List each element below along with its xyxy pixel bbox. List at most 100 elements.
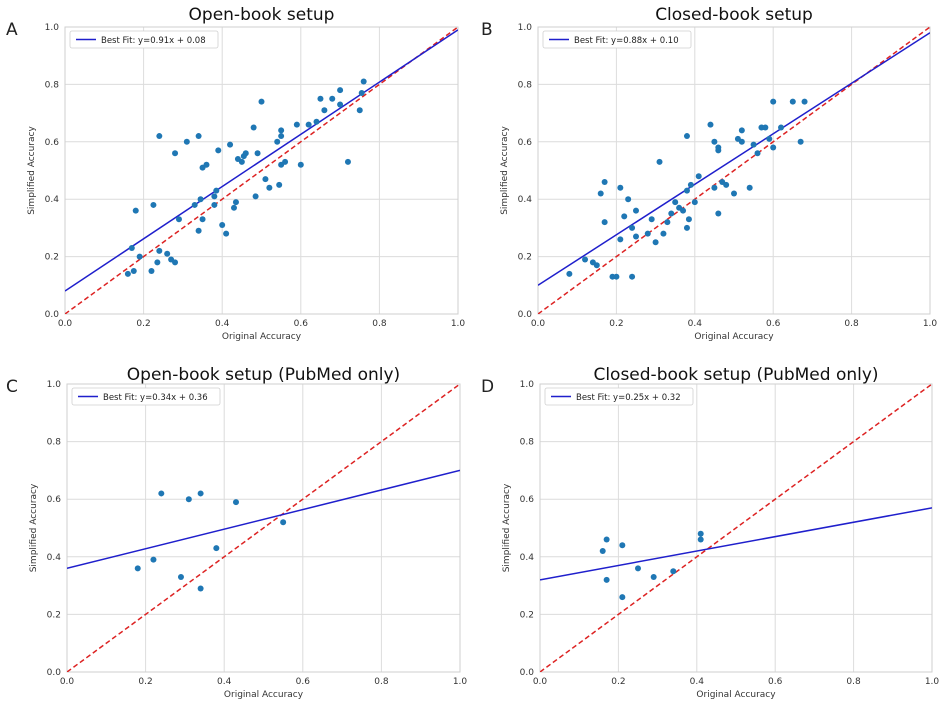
data-point: [625, 196, 632, 203]
data-point: [329, 95, 336, 102]
data-point: [278, 133, 285, 140]
data-point: [750, 141, 757, 148]
data-point: [227, 141, 234, 148]
data-point: [358, 90, 365, 97]
data-point: [593, 262, 600, 269]
legend-fit-label: Best Fit: y=0.91x + 0.08: [101, 36, 206, 46]
y-tick-label: 1.0: [45, 23, 60, 33]
data-point: [213, 545, 220, 552]
panel-letter: D: [481, 377, 494, 397]
data-point: [597, 190, 604, 197]
data-point: [762, 124, 769, 131]
chart-title: Closed-book setup: [655, 5, 813, 25]
data-point: [801, 98, 808, 105]
data-point: [687, 181, 694, 188]
data-point: [344, 158, 351, 165]
x-tick-label: 0.4: [217, 677, 232, 687]
data-point: [183, 138, 190, 145]
data-point: [185, 496, 192, 503]
data-point: [603, 536, 610, 543]
y-axis-label: Simplified Accuracy: [29, 483, 39, 572]
data-point: [715, 210, 722, 217]
y-tick-label: 0.6: [518, 138, 533, 148]
y-tick-label: 0.2: [47, 610, 61, 620]
data-point: [754, 150, 761, 157]
data-point: [738, 127, 745, 134]
x-tick-label: 0.6: [296, 677, 311, 687]
x-tick-label: 0.8: [844, 319, 859, 329]
x-tick-label: 0.0: [58, 319, 73, 329]
x-tick-label: 0.2: [611, 677, 625, 687]
data-point: [644, 230, 651, 237]
y-tick-label: 0.0: [520, 668, 535, 678]
x-tick-label: 1.0: [925, 677, 940, 687]
data-point: [215, 147, 222, 154]
data-point: [230, 204, 237, 211]
plot-frame: [537, 26, 931, 315]
panel-letter: A: [6, 20, 18, 40]
best-fit-line: [538, 32, 930, 286]
data-point: [617, 236, 624, 243]
data-point: [633, 233, 639, 240]
y-tick-label: 1.0: [518, 23, 533, 33]
data-point: [197, 196, 204, 203]
panel-c: C Open-book setup (PubMed only) 0.0 0.2 0.4 0…: [6, 365, 467, 700]
x-tick-label: 0.0: [531, 319, 546, 329]
x-tick-label: 1.0: [453, 677, 468, 687]
y-tick-label: 0.0: [518, 310, 533, 320]
legend-fit-label: Best Fit: y=0.88x + 0.10: [574, 36, 679, 46]
data-point: [219, 222, 226, 229]
x-axis-label: Original Accuracy: [696, 690, 776, 700]
data-point: [305, 121, 312, 128]
panel-d: D Closed-book setup (PubMed only) 0.0 0.2 0.…: [481, 365, 939, 700]
data-point: [175, 216, 182, 223]
data-point: [282, 158, 289, 165]
data-point: [697, 530, 704, 537]
x-tick-label: 0.6: [768, 677, 783, 687]
x-tick-label: 0.6: [766, 319, 781, 329]
y-tick-label: 0.6: [520, 495, 535, 505]
data-point: [232, 499, 239, 506]
data-point: [154, 259, 161, 266]
data-point: [680, 207, 687, 214]
data-point: [254, 150, 261, 157]
data-point: [337, 101, 344, 108]
data-point: [746, 184, 753, 191]
y-tick-label: 0.8: [518, 80, 533, 90]
data-point: [670, 568, 677, 575]
y-tick-label: 0.8: [520, 438, 535, 448]
x-tick-label: 0.2: [136, 319, 150, 329]
data-point: [280, 519, 287, 526]
data-point: [262, 176, 269, 183]
x-tick-label: 0.6: [294, 319, 309, 329]
data-point: [635, 565, 641, 572]
chart-title: Closed-book setup (PubMed only): [593, 365, 878, 385]
y-tick-label: 0.4: [47, 553, 62, 563]
panel-b: B Closed-book setup 0.0 0.2 0.4 0.6 0.8 1.0 0.0 0…: [481, 5, 937, 342]
data-point: [617, 184, 624, 191]
data-point: [128, 244, 135, 251]
data-point: [731, 190, 737, 197]
data-point: [242, 150, 249, 157]
plot-frame: [66, 383, 461, 673]
x-tick-label: 0.4: [690, 677, 705, 687]
data-point: [266, 184, 273, 191]
y-axis-label: Simplified Accuracy: [502, 483, 512, 572]
data-point: [136, 253, 143, 260]
data-point: [238, 158, 245, 165]
data-point: [652, 239, 659, 246]
data-point: [132, 207, 139, 214]
best-fit-line: [540, 507, 932, 581]
data-point: [321, 107, 328, 114]
x-tick-label: 0.4: [215, 319, 230, 329]
legend-fit-label: Best Fit: y=0.34x + 0.36: [103, 393, 208, 403]
x-tick-label: 1.0: [451, 319, 466, 329]
y-tick-label: 0.6: [47, 495, 62, 505]
data-point: [668, 210, 675, 217]
data-point: [150, 556, 157, 563]
panel-letter: C: [6, 377, 18, 397]
x-tick-label: 1.0: [923, 319, 938, 329]
data-point: [356, 107, 363, 114]
chart-title: Open-book setup: [189, 5, 335, 25]
data-point: [683, 224, 690, 231]
